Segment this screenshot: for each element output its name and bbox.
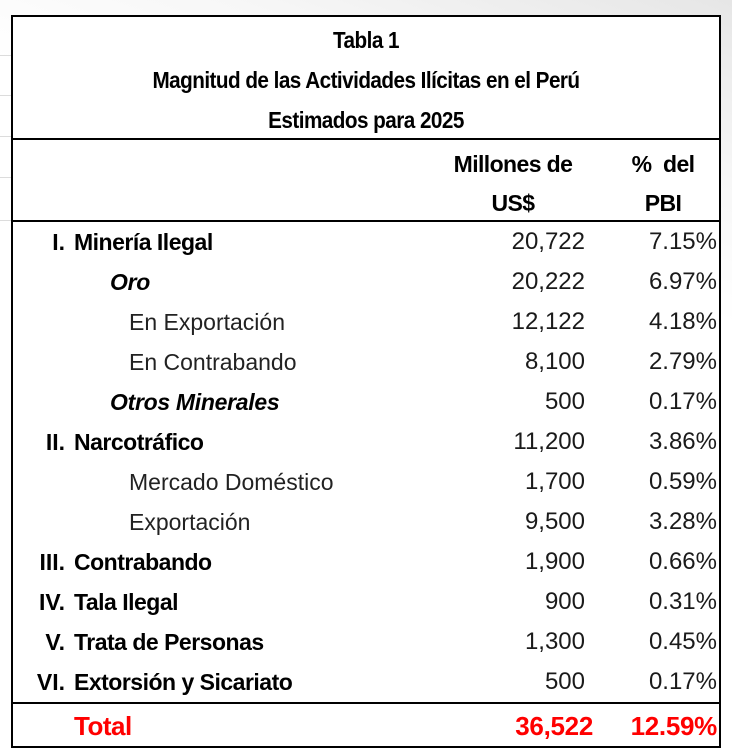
table-row: En Exportación 12,122 4.18%	[13, 302, 719, 342]
sheet-gridline	[0, 136, 12, 137]
table-row: VI. Extorsión y Sicariato 500 0.17%	[13, 662, 719, 702]
table-subtitle: Estimados para 2025	[268, 107, 464, 133]
row-label: En Exportación	[129, 309, 285, 335]
row-pct-gdp: 3.86%	[648, 428, 717, 455]
row-amount: 20,222	[511, 268, 585, 295]
row-label: Contrabando	[74, 549, 212, 575]
row-amount: 12,122	[511, 308, 585, 335]
table-row: Mercado Doméstico 1,700 0.59%	[13, 462, 719, 502]
row-pct-gdp: 4.18%	[648, 308, 717, 335]
sheet-gridline	[0, 95, 12, 96]
total-pct: 12.59%	[630, 711, 718, 741]
header-amount-line2: US$	[491, 190, 536, 216]
row-number: II.	[45, 429, 65, 455]
total-row: Total 36,522 12.59%	[13, 702, 719, 748]
sheet-gridline	[0, 220, 12, 221]
row-label: Trata de Personas	[74, 629, 264, 655]
table-number: Tabla 1	[332, 27, 400, 53]
table-title-block: Tabla 1 Magnitud de las Actividades Ilíc…	[13, 17, 719, 140]
illicit-activities-table: Tabla 1 Magnitud de las Actividades Ilíc…	[11, 15, 721, 748]
row-amount: 1,300	[524, 628, 585, 655]
table-row: IV. Tala Ilegal 900 0.31%	[13, 582, 719, 622]
table-row: Exportación 9,500 3.28%	[13, 502, 719, 542]
row-amount: 11,200	[513, 428, 585, 455]
row-pct-gdp: 0.17%	[648, 668, 717, 695]
row-pct-gdp: 0.45%	[648, 628, 717, 655]
row-label: Oro	[110, 269, 150, 295]
row-amount: 900	[544, 588, 585, 615]
row-label: Tala Ilegal	[74, 589, 179, 615]
total-amount: 36,522	[515, 711, 593, 741]
row-amount: 500	[544, 388, 585, 415]
row-number: I.	[52, 229, 65, 255]
table-title: Magnitud de las Actividades Ilícitas en …	[152, 67, 580, 93]
row-label: Exportación	[129, 509, 251, 535]
table-row: En Contrabando 8,100 2.79%	[13, 342, 719, 382]
total-label: Total	[74, 711, 132, 741]
row-label: Minería Ilegal	[74, 229, 213, 255]
row-pct-gdp: 0.17%	[648, 388, 717, 415]
table-row: Otros Minerales 500 0.17%	[13, 382, 719, 422]
row-pct-gdp: 7.15%	[648, 228, 717, 255]
table-row: III. Contrabando 1,900 0.66%	[13, 542, 719, 582]
row-number: IV.	[38, 589, 65, 615]
row-pct-gdp: 0.31%	[648, 588, 717, 615]
row-pct-gdp: 0.66%	[648, 548, 717, 575]
table-row: II. Narcotráfico 11,200 3.86%	[13, 422, 719, 462]
row-amount: 9,500	[524, 508, 585, 535]
sheet-gridline	[0, 55, 12, 56]
sheet-gridline	[0, 177, 12, 178]
row-pct-gdp: 0.59%	[648, 468, 717, 495]
table-header: Millones de US$ % del PBI	[13, 140, 719, 222]
row-amount: 8,100	[524, 348, 585, 375]
header-pct-line2: PBI	[644, 190, 682, 216]
row-number: III.	[39, 549, 65, 575]
row-pct-gdp: 3.28%	[648, 508, 717, 535]
header-amount-line1: Millones de	[453, 151, 573, 177]
row-label: Otros Minerales	[110, 389, 280, 415]
row-amount: 1,700	[524, 468, 585, 495]
header-pct-line1: % del	[631, 151, 695, 177]
row-label: En Contrabando	[129, 349, 297, 375]
row-label: Mercado Doméstico	[129, 469, 334, 495]
row-label: Extorsión y Sicariato	[74, 669, 293, 695]
row-number: VI.	[36, 669, 65, 695]
table-row: I. Minería Ilegal 20,722 7.15%	[13, 222, 719, 262]
row-pct-gdp: 2.79%	[648, 348, 717, 375]
row-amount: 20,722	[511, 228, 585, 255]
row-pct-gdp: 6.97%	[648, 268, 717, 295]
table-row: V. Trata de Personas 1,300 0.45%	[13, 622, 719, 662]
row-amount: 500	[544, 668, 585, 695]
row-amount: 1,900	[524, 548, 585, 575]
table-row: Oro 20,222 6.97%	[13, 262, 719, 302]
row-label: Narcotráfico	[74, 429, 204, 455]
row-number: V.	[45, 629, 65, 655]
